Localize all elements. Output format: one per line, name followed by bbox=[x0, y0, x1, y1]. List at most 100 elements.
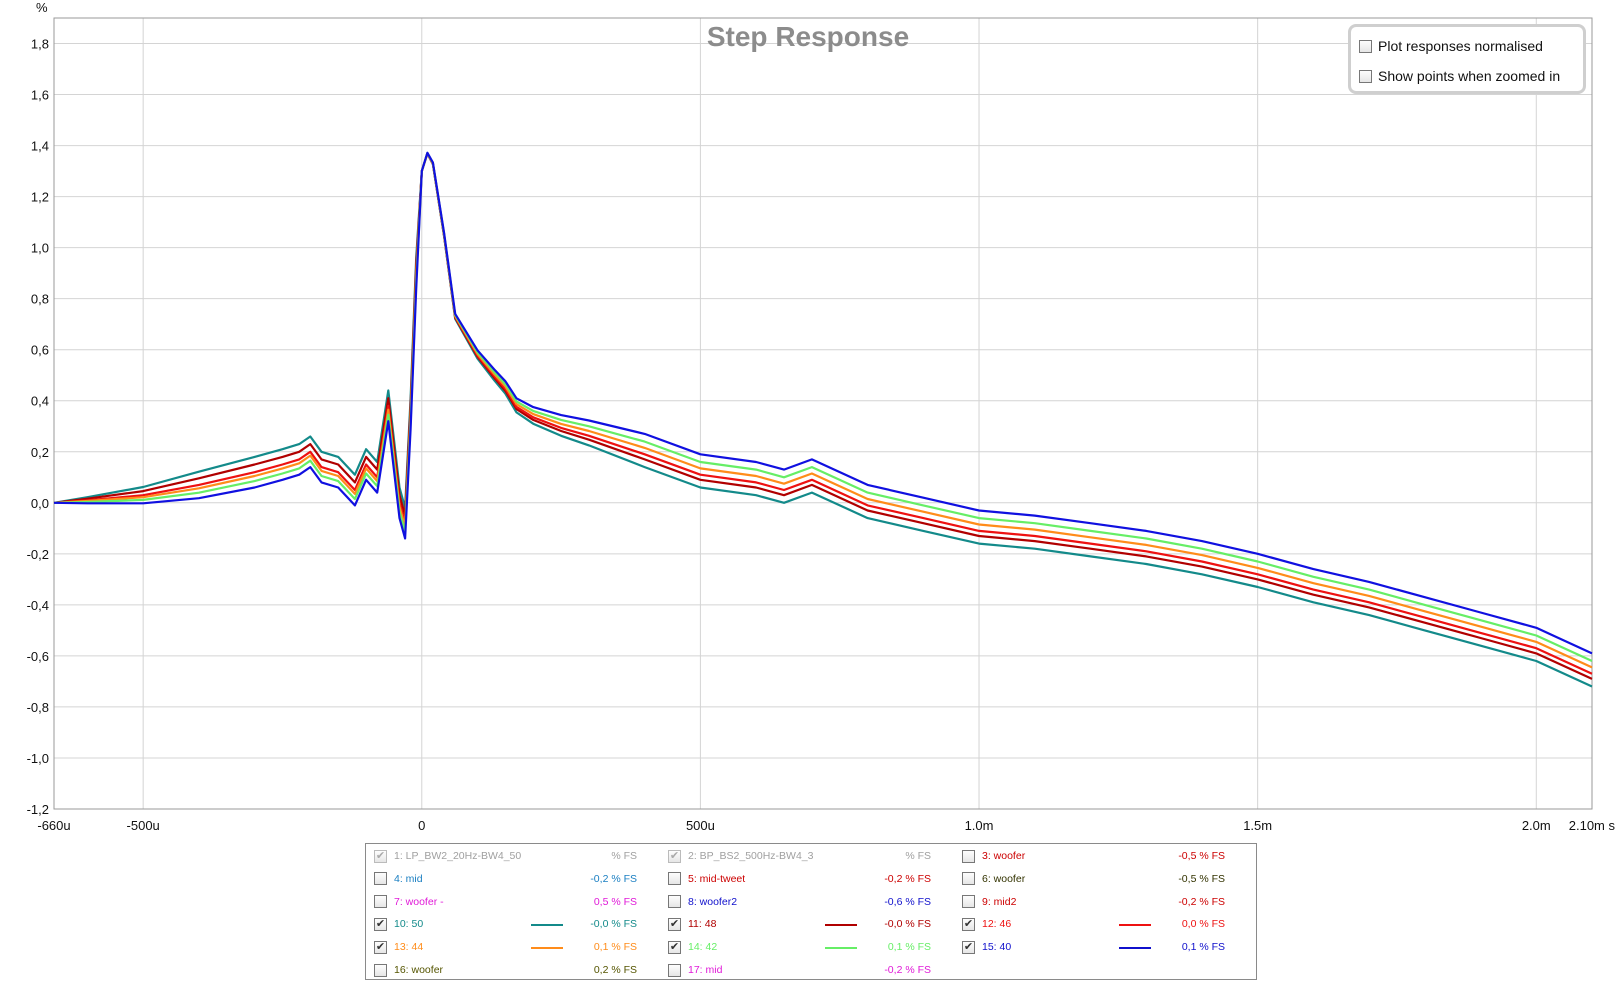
legend-checkbox[interactable] bbox=[668, 963, 681, 977]
legend-checkbox[interactable]: ✔ bbox=[668, 940, 681, 954]
legend-item[interactable]: ✔ 15: 40 bbox=[962, 939, 1011, 955]
y-tick-label: -0,8 bbox=[27, 700, 49, 715]
legend-checkbox[interactable] bbox=[962, 849, 975, 863]
legend-checkbox[interactable]: ✔ bbox=[962, 940, 975, 954]
y-tick-label: 1,6 bbox=[31, 88, 49, 103]
x-tick-label: 1,5m bbox=[1243, 818, 1272, 830]
legend-value: 0,0 % FS bbox=[1181, 918, 1225, 931]
y-tick-label: -0,2 bbox=[27, 547, 49, 562]
legend-item[interactable]: ✔ 14: 42 bbox=[668, 939, 717, 955]
legend-checkbox[interactable]: ✔ bbox=[374, 849, 387, 863]
legend-label: 2: BP_BS2_500Hz-BW4_3 bbox=[688, 850, 814, 862]
chart-title: Step Response bbox=[707, 21, 909, 52]
y-tick-label: 0,6 bbox=[31, 343, 49, 358]
legend-item[interactable]: 5: mid-tweet bbox=[668, 871, 745, 887]
legend-item[interactable]: ✔ 13: 44 bbox=[374, 939, 423, 955]
measurement-legend: ✔ 1: LP_BW2_20Hz-BW4_50 % FS ✔ 2: BP_BS2_500… bbox=[365, 843, 1257, 980]
legend-item[interactable]: ✔ 11: 48 bbox=[668, 916, 716, 932]
x-tick-label: -660u bbox=[37, 818, 70, 830]
legend-checkbox[interactable]: ✔ bbox=[668, 849, 681, 863]
legend-checkbox[interactable]: ✔ bbox=[668, 917, 681, 931]
legend-item[interactable]: 4: mid bbox=[374, 871, 423, 887]
legend-checkbox[interactable]: ✔ bbox=[374, 917, 387, 931]
legend-item[interactable]: 8: woofer2 bbox=[668, 894, 737, 910]
legend-label: 5: mid-tweet bbox=[688, 872, 746, 885]
legend-item[interactable]: ✔ 10: 50 bbox=[374, 916, 423, 932]
legend-checkbox[interactable] bbox=[962, 895, 975, 909]
y-tick-label: 0,8 bbox=[31, 292, 49, 307]
y-tick-label: -1,0 bbox=[27, 751, 49, 766]
legend-label: 6: woofer bbox=[982, 872, 1026, 885]
x-tick-label: 2,10m s bbox=[1569, 818, 1616, 830]
series-line bbox=[53, 152, 1593, 688]
legend-value: -0,2 % FS bbox=[884, 872, 931, 885]
y-tick-label: 1,0 bbox=[31, 241, 49, 256]
legend-label: 10: 50 bbox=[394, 918, 424, 931]
legend-swatch bbox=[825, 947, 857, 950]
legend-swatch bbox=[825, 924, 857, 927]
show-points-option[interactable]: Show points when zoomed in bbox=[1359, 68, 1560, 84]
legend-label: 15: 40 bbox=[982, 941, 1012, 954]
y-tick-label: 0,4 bbox=[31, 394, 49, 409]
series-line bbox=[53, 152, 1593, 669]
legend-label: 3: woofer bbox=[982, 850, 1026, 862]
legend-checkbox[interactable] bbox=[374, 963, 387, 977]
legend-item[interactable]: ✔ 1: LP_BW2_20Hz-BW4_50 bbox=[374, 848, 521, 864]
legend-checkbox[interactable] bbox=[668, 872, 681, 886]
legend-item[interactable]: 16: woofer bbox=[374, 962, 443, 978]
x-tick-label: -500u bbox=[127, 818, 160, 830]
legend-label: 8: woofer2 bbox=[688, 895, 738, 908]
legend-value: -0,5 % FS bbox=[1178, 872, 1225, 885]
legend-value: 0,1 % FS bbox=[887, 941, 931, 954]
y-axis-ticks: 1,8 1,6 1,4 1,2 1,0 0,8 0,6 0,4 0,2 0,0 -0,2 -0,4 -0… bbox=[27, 37, 49, 817]
legend-value: -0,0 % FS bbox=[590, 918, 637, 931]
step-response-chart: 1,8 1,6 1,4 1,2 1,0 0,8 0,6 0,4 0,2 0,0 -0,2 -0,4 -0… bbox=[27, 0, 1616, 830]
plot-options-panel: Plot responses normalised Show points wh… bbox=[1348, 24, 1586, 94]
legend-checkbox[interactable]: ✔ bbox=[962, 917, 975, 931]
series-line bbox=[53, 151, 1593, 655]
grid bbox=[54, 18, 1592, 810]
legend-item[interactable]: 9: mid2 bbox=[962, 894, 1016, 910]
legend-item[interactable]: ✔ 12: 46 bbox=[962, 916, 1011, 932]
legend-value: -0,2 % FS bbox=[590, 872, 637, 885]
legend-value: -0,5 % FS bbox=[1178, 850, 1225, 862]
legend-checkbox[interactable] bbox=[962, 872, 975, 886]
legend-label: 16: woofer bbox=[394, 964, 444, 976]
plot-frame bbox=[53, 17, 1593, 810]
x-tick-label: 1,0m bbox=[965, 818, 994, 830]
x-axis-ticks: -660u -500u 0 500u 1,0m 1,5m 2,0m 2,10m s bbox=[37, 818, 1615, 830]
legend-item[interactable]: 3: woofer bbox=[962, 848, 1025, 864]
legend-checkbox[interactable]: ✔ bbox=[374, 940, 387, 954]
legend-label: 14: 42 bbox=[688, 941, 718, 954]
legend-label: 11: 48 bbox=[688, 918, 717, 931]
legend-label: 4: mid bbox=[394, 872, 423, 885]
series-lines bbox=[53, 151, 1593, 688]
legend-value: 0,1 % FS bbox=[593, 941, 637, 954]
legend-value: % FS bbox=[905, 850, 931, 862]
legend-label: 13: 44 bbox=[394, 941, 424, 954]
legend-swatch bbox=[531, 924, 563, 927]
legend-item[interactable]: ✔ 2: BP_BS2_500Hz-BW4_3 bbox=[668, 848, 814, 864]
y-tick-label: -1,2 bbox=[27, 802, 49, 817]
normalise-option[interactable]: Plot responses normalised bbox=[1359, 38, 1543, 54]
legend-checkbox[interactable] bbox=[374, 895, 387, 909]
legend-checkbox[interactable] bbox=[374, 872, 387, 886]
x-tick-label: 0 bbox=[418, 818, 425, 830]
legend-label: 17: mid bbox=[688, 964, 723, 976]
legend-item[interactable]: 6: woofer bbox=[962, 871, 1025, 887]
y-tick-label: -0,4 bbox=[27, 598, 49, 613]
legend-value: -0,2 % FS bbox=[1178, 895, 1225, 908]
y-tick-label: -0,6 bbox=[27, 649, 49, 664]
legend-item[interactable]: 17: mid bbox=[668, 962, 722, 978]
series-line bbox=[53, 152, 1593, 675]
legend-value: -0,2 % FS bbox=[884, 964, 931, 976]
normalise-checkbox[interactable] bbox=[1359, 39, 1372, 53]
legend-checkbox[interactable] bbox=[668, 895, 681, 909]
legend-value: 0,1 % FS bbox=[1181, 941, 1225, 954]
series-line bbox=[53, 151, 1593, 663]
legend-item[interactable]: 7: woofer - bbox=[374, 894, 444, 910]
x-tick-label: 500u bbox=[686, 818, 715, 830]
legend-label: 7: woofer - bbox=[394, 895, 444, 908]
legend-label: 12: 46 bbox=[982, 918, 1012, 931]
show-points-checkbox[interactable] bbox=[1359, 69, 1372, 83]
